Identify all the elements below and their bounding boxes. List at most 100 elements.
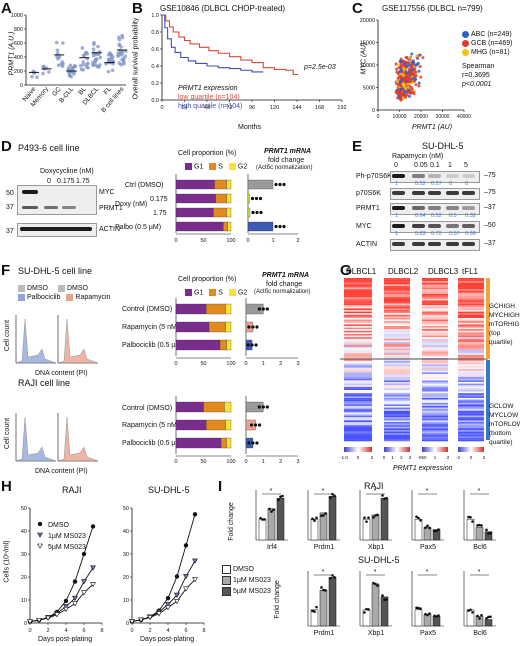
panel-g-bottom-annot: GCLOW MYCLOW mTORLOW (bottom quartile): [489, 403, 520, 446]
a-point: [82, 53, 86, 58]
h-raji-line-0: [29, 526, 94, 623]
panel-c: C GSE117556 (DLBCL n=799) 0 5000 10000 1500…: [352, 0, 520, 135]
i-raji-Prdm1-gene-label: Prdm1: [314, 544, 335, 551]
g-cell: [344, 290, 372, 293]
panel-d-dose-0: 0: [47, 178, 51, 185]
g-cell: [384, 348, 410, 351]
d-cp-segment: [215, 193, 227, 204]
c-point: [403, 94, 407, 98]
g-cell: [344, 311, 372, 314]
f2-cp-segment: [203, 401, 225, 413]
i-sudhl5-Bcl6-dot: [469, 608, 472, 612]
panel-d-row-175: 1.75: [153, 210, 167, 217]
a-point: [96, 52, 101, 57]
f2-cp-segment: [224, 401, 232, 413]
g-cell: [344, 327, 372, 330]
g-cell: [422, 361, 448, 363]
panel-b: B GSE10846 (DLBCL CHOP-treated) 0.0 0.2 0.…: [132, 0, 350, 135]
g-scale-label: 2: [483, 455, 486, 460]
i-raji-Irf4-dot: [279, 495, 282, 499]
g-cell: [422, 302, 448, 304]
g-cell: [422, 374, 448, 376]
g-cell: [384, 388, 410, 391]
f2-mrna-dot: [257, 423, 262, 427]
g-scale-label: -1.0: [340, 455, 348, 460]
h-raji-marker: [45, 615, 51, 621]
d-mrna-bar: [247, 179, 274, 190]
g-cell: [344, 391, 372, 394]
h-raji-line-1: [29, 567, 94, 623]
e-quant: 0.5: [449, 213, 457, 219]
g-cell: [384, 284, 410, 287]
f2-cp-tick: 50: [200, 459, 206, 465]
g-cell: [384, 434, 410, 437]
e-band: [412, 224, 425, 228]
g-cell: [344, 287, 372, 290]
i-raji-Prdm1-dot: [329, 496, 332, 500]
d-mrna-bar: [247, 221, 274, 232]
g-cell: [384, 383, 410, 386]
g-cell: [458, 348, 484, 351]
g-cell: [344, 377, 372, 379]
g-cell: [344, 390, 372, 392]
g-cell: [384, 338, 410, 341]
g-scale-label: 0: [383, 455, 386, 460]
h-raji-marker: [72, 595, 78, 601]
h-sudhl5-xtick-label: 0: [130, 628, 133, 634]
c-point: [418, 65, 422, 69]
g-cell: [344, 375, 372, 378]
panel-f-cp-title: Cell proportion (%): [178, 276, 237, 283]
g-cell: [422, 428, 448, 431]
g-cell: [458, 388, 484, 391]
panel-d-mw-2: 37: [6, 228, 14, 235]
a-point: [56, 57, 60, 61]
b-curve-high: [162, 14, 264, 73]
f2-cp-tick: 0: [174, 459, 177, 465]
h-raji-marker: [81, 590, 87, 596]
f1-mrna-dot: [254, 343, 258, 347]
a-point: [123, 54, 128, 58]
h-sudhl5-marker: [129, 619, 135, 625]
a-point: [94, 52, 98, 57]
a-point: [109, 53, 114, 57]
g-cell: [458, 351, 484, 354]
g-cell: [422, 423, 448, 426]
a-group-label: GC: [51, 86, 63, 98]
g-cell: [344, 434, 372, 437]
g-cell: [344, 297, 372, 299]
h-raji-marker: [27, 619, 33, 625]
g-cell: [458, 359, 484, 362]
i-sudhl5-Xbp1-dot: [383, 598, 386, 602]
g-colorbar: [344, 447, 372, 452]
g-cell: [384, 287, 410, 290]
panel-f-title-raji: RAJI cell line: [18, 378, 71, 388]
f1-mrna-tick: 0: [244, 361, 247, 367]
d-cp-segment: [175, 221, 224, 232]
g-cell: [344, 438, 372, 440]
g-cell: [422, 362, 448, 365]
c-point: [411, 77, 415, 81]
h-sudhl5-xtick-label: 4: [166, 628, 169, 634]
g-cell: [384, 380, 410, 383]
i-raji-Prdm1-dot: [311, 517, 314, 521]
panel-b-legend-high: high quartile (n=104): [178, 103, 243, 110]
f1-cp-segment: [175, 321, 210, 333]
d-cp-segment: [223, 221, 228, 232]
g-cell: [458, 393, 484, 395]
g-cell: [458, 329, 484, 331]
g-cell: [458, 313, 484, 315]
g-cell: [458, 343, 484, 346]
d-cp-segment: [175, 179, 215, 190]
panel-d-protein-prmt1: PRMT1: [99, 205, 123, 212]
c-point: [400, 72, 404, 76]
g-colorbar: [384, 447, 410, 452]
g-cell: [458, 422, 484, 424]
g-cell: [344, 398, 372, 400]
g-cell: [458, 431, 484, 434]
i-raji-Irf4-dot: [272, 508, 275, 512]
b-xtick-label: 144: [292, 105, 301, 111]
g-cell: [344, 306, 372, 309]
b-xtick-label: 120: [270, 105, 279, 111]
f1-mrna-tick: 3: [296, 361, 299, 367]
panel-f-row1-ctrl: Control (DMSO): [122, 306, 173, 313]
